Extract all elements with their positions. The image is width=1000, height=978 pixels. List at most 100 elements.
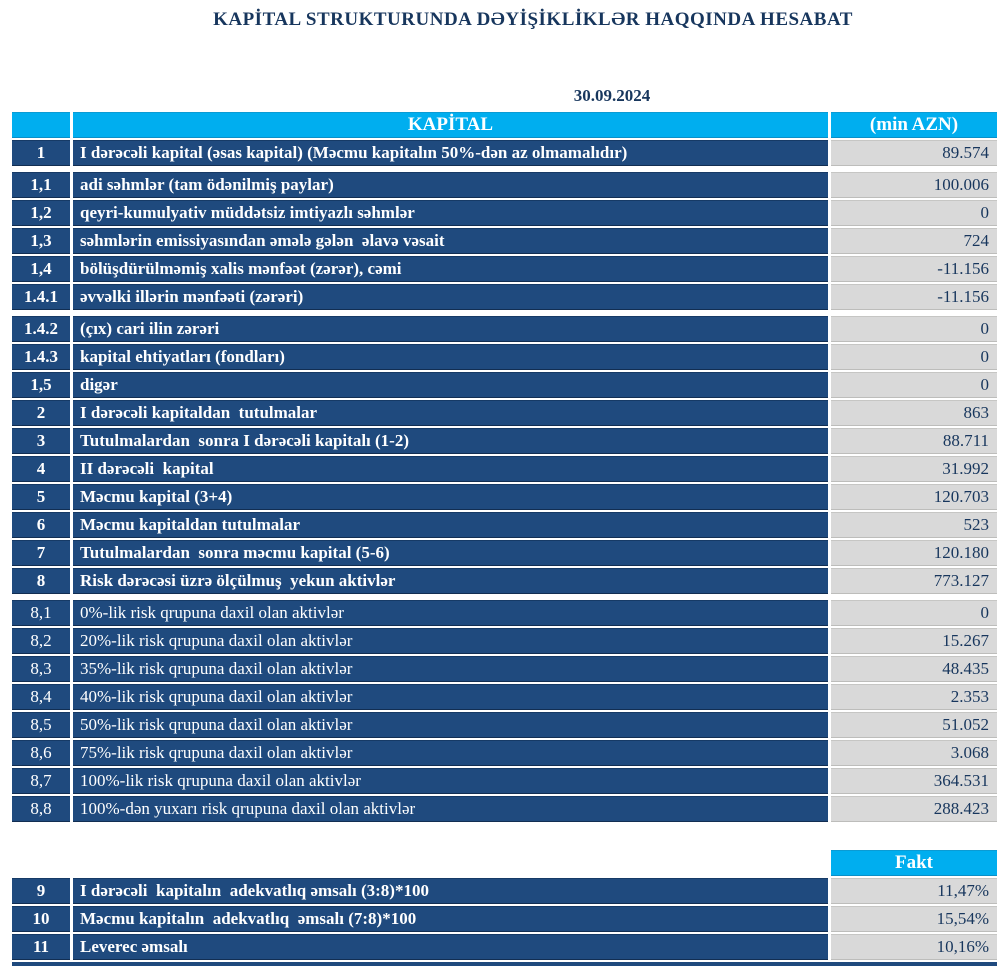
row-number: 1.4.3: [12, 344, 70, 370]
row-number: 2: [12, 400, 70, 426]
row-value: 0: [831, 200, 997, 226]
row-label: 100%-dən yuxarı risk qrupuna daxil olan …: [73, 796, 828, 822]
row-number: 1,4: [12, 256, 70, 282]
row-number: 8,8: [12, 796, 70, 822]
header-min-azn-cell: (min AZN): [831, 112, 997, 138]
table-row: 8 Risk dərəcəsi üzrə ölçülmuş yekun aktiv…: [12, 568, 997, 594]
row-value: 773.127: [831, 568, 997, 594]
table-row: 1.4.3 kapital ehtiyatları (fondları) 0: [12, 344, 997, 370]
table-row: 8,7 100%-lik risk qrupuna daxil olan akti…: [12, 768, 997, 794]
row-number: 5: [12, 484, 70, 510]
table-row: 1,4 bölüşdürülməmiş xalis mənfəət (zərər)…: [12, 256, 997, 282]
table-bottom-border: [12, 962, 997, 966]
row-number: 8: [12, 568, 70, 594]
row-label: II dərəcəli kapital: [73, 456, 828, 482]
report-title: KAPİTAL STRUKTURUNDA DƏYİŞİKLİKLƏR HAQQI…: [213, 9, 853, 30]
table-row: 8,5 50%-lik risk qrupuna daxil olan aktiv…: [12, 712, 997, 738]
table-row: 8,6 75%-lik risk qrupuna daxil olan aktiv…: [12, 740, 997, 766]
capital-table-header-row: KAPİTAL (min AZN): [12, 112, 997, 138]
row-label: Məcmu kapital (3+4): [73, 484, 828, 510]
table-row: 8,4 40%-lik risk qrupuna daxil olan aktiv…: [12, 684, 997, 710]
row-number: 1,1: [12, 172, 70, 198]
table-row: 1.4.2 (çıx) cari ilin zərəri 0: [12, 316, 997, 342]
row-value: 89.574: [831, 140, 997, 166]
row-label: qeyri-kumulyativ müddətsiz imtiyazlı səh…: [73, 200, 828, 226]
row-number: 3: [12, 428, 70, 454]
row-label: kapital ehtiyatları (fondları): [73, 344, 828, 370]
report-page: KAPİTAL STRUKTURUNDA DƏYİŞİKLİKLƏR HAQQI…: [0, 8, 1000, 978]
table-row: 8,8 100%-dən yuxarı risk qrupuna daxil ol…: [12, 796, 997, 822]
row-number: 1: [12, 140, 70, 166]
table-row: 6 Məcmu kapitaldan tutulmalar 523: [12, 512, 997, 538]
table-row: 1.4.1 əvvəlki illərin mənfəəti (zərəri) -1…: [12, 284, 997, 310]
row-number: 9: [12, 878, 70, 904]
header-empty-cell: [12, 112, 70, 138]
row-label: (çıx) cari ilin zərəri: [73, 316, 828, 342]
row-value: 31.992: [831, 456, 997, 482]
table-row: 10 Məcmu kapitalın adekvatlıq əmsalı (7:8…: [12, 906, 997, 932]
row-number: 8,2: [12, 628, 70, 654]
header-spacer: [12, 850, 828, 876]
row-number: 8,4: [12, 684, 70, 710]
row-value: -11.156: [831, 256, 997, 282]
row-number: 8,5: [12, 712, 70, 738]
row-value: 0: [831, 344, 997, 370]
row-value: 100.006: [831, 172, 997, 198]
table-row: 3 Tutulmalardan sonra I dərəcəli kapitalı…: [12, 428, 997, 454]
row-number: 1.4.2: [12, 316, 70, 342]
row-label: adi səhmlər (tam ödənilmiş paylar): [73, 172, 828, 198]
ratios-table-header-row: Fakt: [12, 850, 997, 876]
row-value: 120.180: [831, 540, 997, 566]
table-row: 1,2 qeyri-kumulyativ müddətsiz imtiyazlı …: [12, 200, 997, 226]
table-row: 1,1 adi səhmlər (tam ödənilmiş paylar) 100…: [12, 172, 997, 198]
row-value: 10,16%: [831, 934, 997, 960]
row-label: 100%-lik risk qrupuna daxil olan aktivlə…: [73, 768, 828, 794]
row-value: 15,54%: [831, 906, 997, 932]
table-row: 7 Tutulmalardan sonra məcmu kapital (5-6)…: [12, 540, 997, 566]
row-number: 1,3: [12, 228, 70, 254]
row-value: 15.267: [831, 628, 997, 654]
row-value: 364.531: [831, 768, 997, 794]
row-label: I dərəcəli kapitalın adekvatlıq əmsalı (…: [73, 878, 828, 904]
row-value: 0: [831, 316, 997, 342]
row-label: 50%-lik risk qrupuna daxil olan aktivlər: [73, 712, 828, 738]
row-value: -11.156: [831, 284, 997, 310]
row-label: Məcmu kapitaldan tutulmalar: [73, 512, 828, 538]
table-row: 5 Məcmu kapital (3+4) 120.703: [12, 484, 997, 510]
row-number: 7: [12, 540, 70, 566]
row-number: 8,7: [12, 768, 70, 794]
row-label: I dərəcəli kapital (əsas kapital) (Məcmu…: [73, 140, 828, 166]
row-value: 3.068: [831, 740, 997, 766]
row-label: Risk dərəcəsi üzrə ölçülmuş yekun aktivl…: [73, 568, 828, 594]
row-value: 288.423: [831, 796, 997, 822]
row-value: 11,47%: [831, 878, 997, 904]
row-number: 10: [12, 906, 70, 932]
row-value: 51.052: [831, 712, 997, 738]
row-label: Tutulmalardan sonra I dərəcəli kapitalı …: [73, 428, 828, 454]
row-value: 48.435: [831, 656, 997, 682]
row-label: 35%-lik risk qrupuna daxil olan aktivlər: [73, 656, 828, 682]
header-kapital-cell: KAPİTAL: [73, 112, 828, 138]
row-number: 8,6: [12, 740, 70, 766]
row-value: 863: [831, 400, 997, 426]
row-number: 1,5: [12, 372, 70, 398]
table-row: 8,1 0%-lik risk qrupuna daxil olan aktivl…: [12, 600, 997, 626]
row-label: Məcmu kapitalın adekvatlıq əmsalı (7:8)*…: [73, 906, 828, 932]
table-row: 1,3 səhmlərin emissiyasından əmələ gələn …: [12, 228, 997, 254]
row-label: 40%-lik risk qrupuna daxil olan aktivlər: [73, 684, 828, 710]
row-value: 523: [831, 512, 997, 538]
table-row: 11 Leverec əmsalı 10,16%: [12, 934, 997, 960]
row-label: Tutulmalardan sonra məcmu kapital (5-6): [73, 540, 828, 566]
header-fakt-cell: Fakt: [831, 850, 997, 876]
row-number: 8,3: [12, 656, 70, 682]
row-label: səhmlərin emissiyasından əmələ gələn əla…: [73, 228, 828, 254]
row-value: 2.353: [831, 684, 997, 710]
table-row: 4 II dərəcəli kapital 31.992: [12, 456, 997, 482]
row-value: 88.711: [831, 428, 997, 454]
